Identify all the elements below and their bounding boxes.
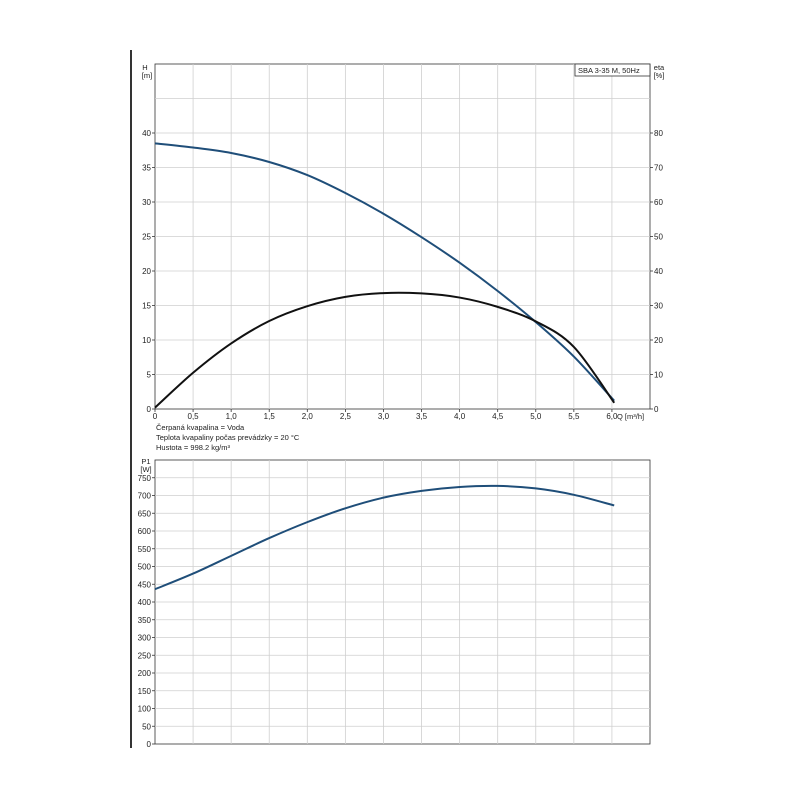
x-axis-label: Q [m³/h] — [617, 412, 644, 421]
y-tick-label: 15 — [142, 302, 151, 311]
right-tick-label: 50 — [654, 233, 663, 242]
fluid-notes: Čerpaná kvapalina = Voda Teplota kvapali… — [156, 423, 300, 452]
right-tick-label: 80 — [654, 129, 663, 138]
x-tick-label: 0,5 — [188, 412, 200, 421]
x-tick-label: 4,5 — [492, 412, 504, 421]
grid-lines — [155, 64, 650, 409]
y-tick-label: 600 — [138, 527, 152, 536]
x-tick-label: 6,0 — [606, 412, 618, 421]
curves — [154, 142, 616, 409]
y-axis-label-line1: H — [142, 63, 147, 72]
right-tick-label: 30 — [654, 302, 663, 311]
y-tick-label: 200 — [138, 669, 152, 678]
series-line-1 — [154, 291, 616, 409]
y-tick-label: 10 — [142, 336, 151, 345]
x-tick-label: 5,5 — [568, 412, 580, 421]
right-tick-label: 10 — [654, 371, 663, 380]
y-tick-label: 50 — [142, 722, 151, 731]
y-tick-label: 5 — [147, 371, 152, 380]
x-tick-label: 3,5 — [416, 412, 428, 421]
right-tick-label: 40 — [654, 267, 663, 276]
y-axis-label-line2: [W] — [140, 465, 151, 474]
x-tick-label: 1,5 — [264, 412, 276, 421]
x-tick-label: 4,0 — [454, 412, 466, 421]
x-tick-label: 0 — [153, 412, 158, 421]
series-line-0 — [154, 484, 615, 591]
y-tick-label: 150 — [138, 687, 152, 696]
title-box — [574, 63, 651, 77]
right-tick-label: 0 — [654, 405, 659, 414]
right-tick-label: 60 — [654, 198, 663, 207]
x-tick-label: 2,5 — [340, 412, 352, 421]
x-tick-label: 1,0 — [226, 412, 238, 421]
y-tick-label: 350 — [138, 616, 152, 625]
y-tick-label: 0 — [147, 740, 152, 749]
x-tick-label: 5,0 — [530, 412, 542, 421]
x-tick-label: 3,0 — [378, 412, 390, 421]
y-tick-label: 0 — [147, 405, 152, 414]
y-tick-label: 35 — [142, 164, 151, 173]
y-tick-label: 25 — [142, 233, 151, 242]
y-tick-label: 250 — [138, 651, 152, 660]
grid-lines — [155, 460, 650, 744]
y-tick-label: 30 — [142, 198, 151, 207]
right-axis-label-line2: [%] — [654, 71, 665, 80]
y-tick-label: 750 — [138, 474, 152, 483]
chart-title: SBA 3-35 M, 50Hz — [578, 66, 640, 75]
x-tick-label: 2,0 — [302, 412, 314, 421]
y-tick-label: 650 — [138, 509, 152, 518]
note-fluid: Čerpaná kvapalina = Voda — [156, 423, 245, 432]
y-tick-label: 100 — [138, 705, 152, 714]
head-efficiency-chart: 0 5 10 15 20 25 30 35 40 0 10 20 30 40 50 60 70 80 0 0,5 1,0… — [142, 63, 665, 421]
y-axis-label-line1: P1 — [141, 457, 150, 466]
tick-labels: 0 5 10 15 20 25 30 35 40 0 10 20 30 40 50 60 70 80 0 0,5 1,0… — [142, 129, 663, 421]
y-tick-label: 550 — [138, 545, 152, 554]
note-density: Hustota = 998.2 kg/m³ — [156, 443, 230, 452]
y-axis-label-line2: [m] — [142, 71, 152, 80]
y-tick-label: 20 — [142, 267, 151, 276]
right-tick-label: 70 — [654, 164, 663, 173]
right-axis-label-line1: eta — [654, 63, 665, 72]
power-chart: 0 50 100 150 200 250 300 350 400 450 500 550 600 650 7… — [138, 457, 651, 749]
note-temperature: Teplota kvapaliny počas prevádzky = 20 °… — [156, 433, 300, 442]
y-tick-label: 300 — [138, 634, 152, 643]
tick-labels: 0 50 100 150 200 250 300 350 400 450 500 550 600 650 7… — [138, 474, 155, 749]
y-tick-label: 450 — [138, 580, 152, 589]
y-tick-label: 700 — [138, 492, 152, 501]
curves — [154, 484, 615, 591]
right-tick-label: 20 — [654, 336, 663, 345]
y-tick-label: 500 — [138, 563, 152, 572]
y-tick-label: 400 — [138, 598, 152, 607]
y-tick-label: 40 — [142, 129, 151, 138]
